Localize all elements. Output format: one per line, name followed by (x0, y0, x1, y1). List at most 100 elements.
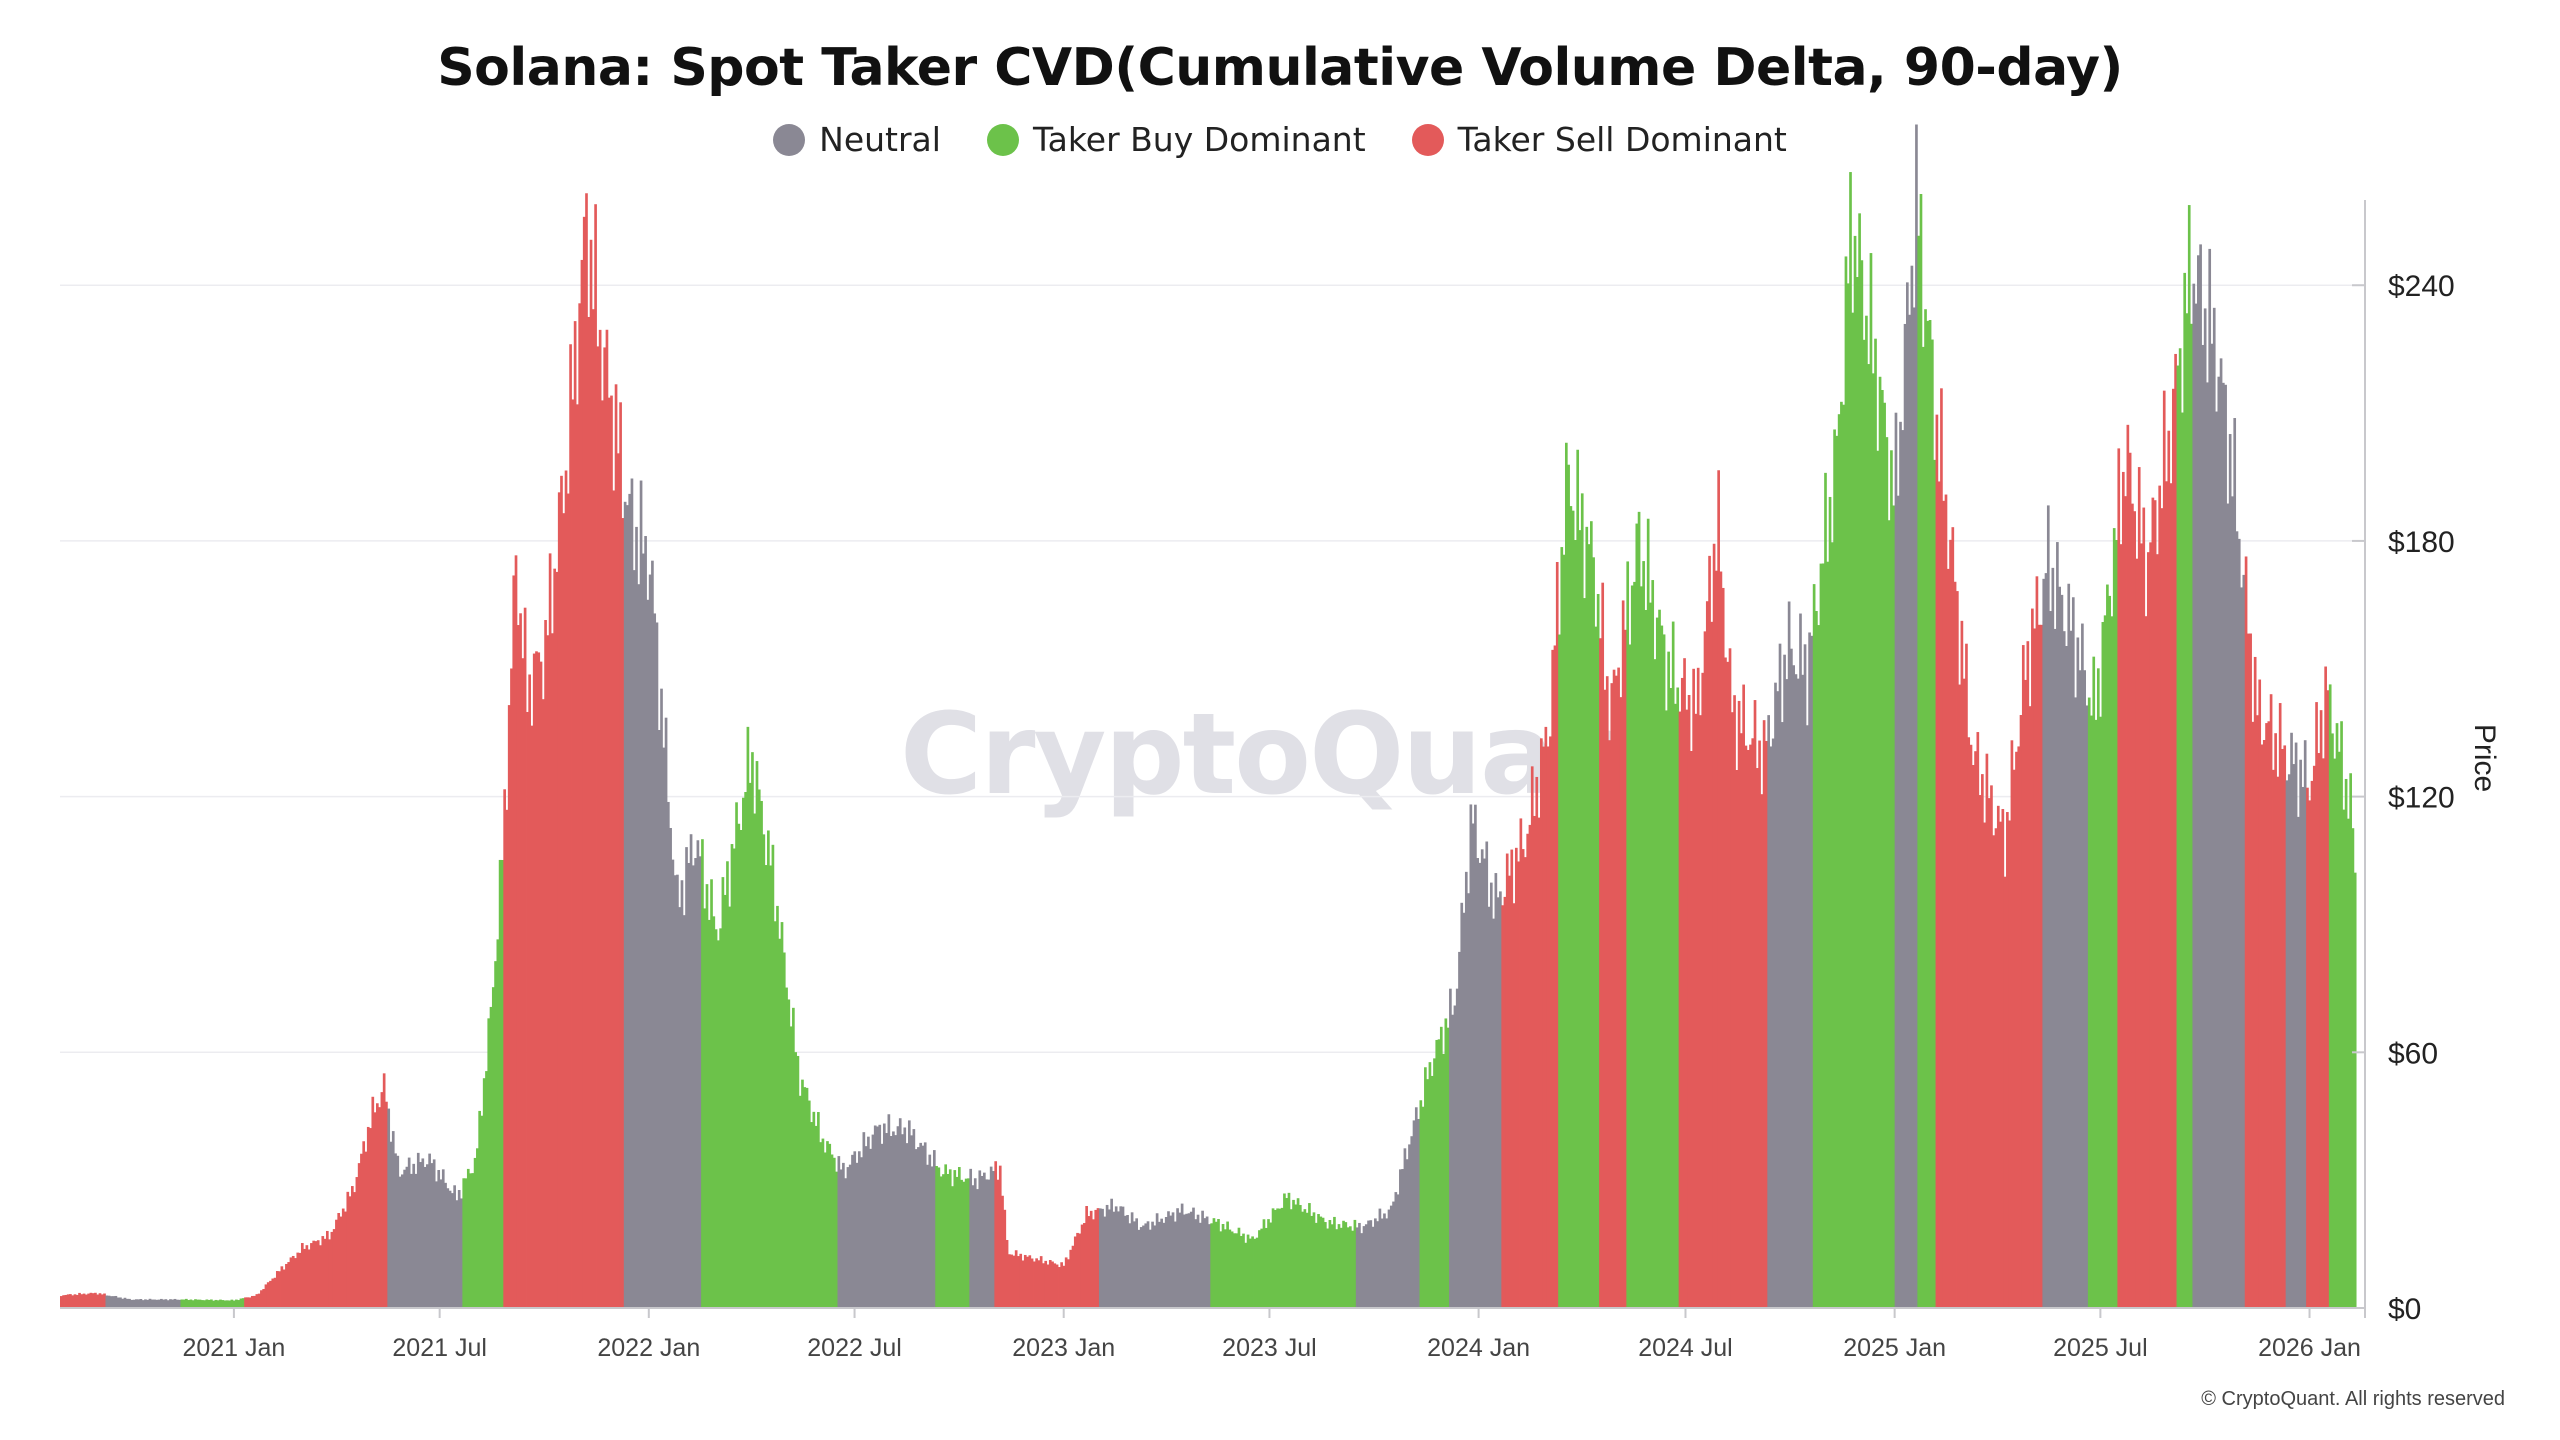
price-bar (2278, 703, 2282, 1308)
price-bar (1492, 918, 1495, 1308)
price-bar (2140, 543, 2143, 1308)
price-bar (662, 747, 666, 1308)
price-bar (196, 1299, 200, 1308)
price-bar (837, 1156, 841, 1308)
price-bar (1665, 710, 1668, 1308)
price-bar (535, 651, 538, 1308)
price-bar (801, 1079, 804, 1308)
price-bar (1205, 1216, 1209, 1308)
y-tick-label: $240 (2388, 270, 2455, 303)
price-bar (1583, 598, 1586, 1308)
price-bar (325, 1230, 329, 1308)
price-bar (273, 1277, 277, 1308)
price-bar (1985, 753, 1989, 1308)
price-bar (1067, 1259, 1070, 1308)
price-bar (423, 1166, 427, 1308)
legend-item-taker-sell[interactable]: Taker Sell Dominant (1411, 120, 1787, 159)
price-bar (1462, 912, 1466, 1308)
price-bar (1117, 1211, 1120, 1308)
legend-item-taker-buy[interactable]: Taker Buy Dominant (986, 120, 1366, 159)
price-bar (1551, 649, 1555, 1308)
price-bar (2253, 656, 2257, 1308)
price-bar (64, 1294, 68, 1308)
price-bar (353, 1192, 356, 1308)
price-bar (962, 1181, 966, 1308)
price-bar (1328, 1220, 1332, 1308)
price-bar (2137, 467, 2141, 1309)
price-bar (1226, 1221, 1229, 1308)
price-bar (692, 865, 695, 1308)
price-bar (1192, 1207, 1195, 1308)
x-tick-label: 2022 Jul (807, 1334, 902, 1362)
price-bar (1453, 1005, 1457, 1308)
price-bar (1717, 470, 1720, 1308)
y-tick-label: $0 (2388, 1293, 2421, 1326)
price-bar (1101, 1208, 1104, 1308)
price-bar (607, 397, 611, 1308)
price-bar (1083, 1223, 1086, 1308)
price-bar (296, 1252, 300, 1308)
price-bar (2162, 390, 2166, 1308)
price-bar (312, 1240, 316, 1308)
price-bar (1858, 213, 1861, 1309)
price-bar (1167, 1211, 1170, 1308)
legend-item-neutral[interactable]: Neutral (773, 120, 941, 159)
legend-dot-buy-icon (986, 123, 1019, 156)
price-bar (2056, 542, 2059, 1308)
price-bar (2010, 740, 2014, 1308)
price-bar (1435, 1039, 1439, 1308)
price-bar (757, 789, 761, 1308)
price-bar (1121, 1206, 1125, 1308)
price-bar (782, 952, 786, 1308)
price-bar (1026, 1256, 1029, 1308)
price-bar (1439, 1026, 1443, 1308)
price-bar (1710, 621, 1714, 1308)
price-bar (2233, 418, 2237, 1308)
price-bar (1146, 1221, 1150, 1308)
price-bar (2126, 424, 2130, 1309)
price-bar (1269, 1222, 1273, 1308)
price-bar (1878, 376, 1882, 1308)
price-bar (2269, 694, 2273, 1308)
price-bar (1819, 563, 1823, 1308)
price-bar (2165, 481, 2168, 1308)
price-bar (1180, 1203, 1184, 1308)
price-bar (489, 1006, 493, 1308)
legend-label-neutral: Neutral (819, 120, 941, 159)
price-bar (2244, 556, 2248, 1308)
price-bar (1935, 414, 1939, 1308)
price-bar (182, 1299, 186, 1308)
price-bar (246, 1297, 250, 1308)
price-bar (1821, 563, 1825, 1308)
price-bar (1119, 1206, 1123, 1308)
price-bar (1437, 1039, 1441, 1308)
price-bar (116, 1297, 120, 1308)
price-bar (1321, 1217, 1325, 1308)
price-bar (1314, 1222, 1318, 1308)
price-bar (205, 1299, 209, 1308)
price-bar (2190, 323, 2193, 1308)
price-bar (1753, 700, 1757, 1308)
price-bar (1483, 858, 1486, 1308)
price-bar (798, 1095, 802, 1308)
price-bar (269, 1280, 272, 1308)
price-bar (2078, 670, 2082, 1308)
price-bar (1153, 1225, 1157, 1308)
price-bar (1155, 1213, 1159, 1308)
price-bar (1885, 437, 1889, 1308)
legend-label-taker-buy: Taker Buy Dominant (1032, 120, 1366, 159)
price-bar (632, 570, 636, 1308)
price-bar (2153, 500, 2157, 1308)
price-bar (1433, 1058, 1436, 1308)
price-bar (1244, 1242, 1248, 1308)
price-bar (314, 1241, 318, 1308)
price-bar (200, 1300, 204, 1308)
price-bar (737, 823, 741, 1308)
price-bar (1221, 1224, 1225, 1308)
price-bar (1294, 1204, 1298, 1308)
price-bar (603, 347, 607, 1308)
price-bar (476, 1148, 479, 1308)
x-tick-label: 2024 Jan (1427, 1334, 1530, 1362)
price-bar (1178, 1212, 1182, 1308)
price-bar (942, 1174, 945, 1308)
